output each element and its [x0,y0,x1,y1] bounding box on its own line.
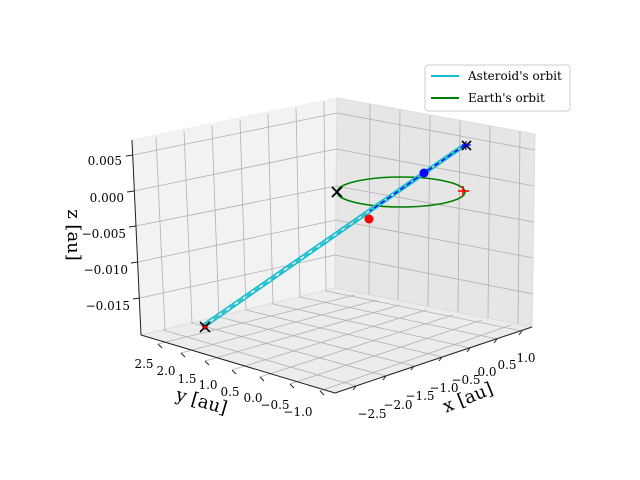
z-tick-label: 0.000 [90,191,124,205]
y-tick-label: 2.5 [134,357,153,371]
legend-box [424,64,571,112]
y-tick-label: 1.5 [177,372,196,386]
y-tick-label: 0.5 [220,385,239,399]
asteroid-aphelion-marker-inner [202,324,208,330]
x-tick-label: 0.0 [477,365,496,379]
z-tick-label: −0.005 [82,227,126,241]
z-axis-ticks: 0.005 0.000 −0.005 −0.010 −0.015 z [au] [63,154,141,313]
x-tick-label: 0.5 [497,358,516,372]
z-tick-label: −0.015 [86,299,130,313]
y-tick-label: −0.5 [260,398,289,412]
earth-end-marker [458,186,469,196]
legend-label-asteroid: Asteroid's orbit [467,69,562,83]
x-tick-label: −1.5 [405,389,434,403]
y-tick-label: 2.0 [156,364,175,378]
data-layer [199,140,472,333]
z-axis-label: z [au] [63,209,84,261]
y-axis-ticks: 2.5 2.0 1.5 1.0 0.5 0.0 −0.5 −1.0 y [au] [134,343,325,419]
y-tick-label: −1.0 [283,405,312,419]
axis-spines [131,139,533,394]
earth-start-marker [331,186,343,198]
x-tick-label: 1.0 [516,351,535,365]
x-tick-label: −2.5 [357,407,386,421]
asteroid-path-segment [369,172,425,212]
z-tick-label: −0.010 [84,263,128,277]
x-tick-label: −1.0 [429,381,458,395]
axes-panes [131,97,536,394]
legend: Asteroid's orbit Earth's orbit [424,64,571,112]
y-tick-label: 1.0 [198,378,217,392]
x-tick-label: −2.0 [383,398,412,412]
y-tick-label: 0.0 [243,391,262,405]
asteroid-path-segment [423,144,466,174]
z-tick-label: 0.005 [88,154,122,168]
asteroid-current-position [419,168,429,178]
asteroid-perihelion-marker-inner [462,141,471,150]
earth-current-position [364,214,374,224]
x-tick-label: −0.5 [451,373,480,387]
legend-label-earth: Earth's orbit [468,91,545,105]
